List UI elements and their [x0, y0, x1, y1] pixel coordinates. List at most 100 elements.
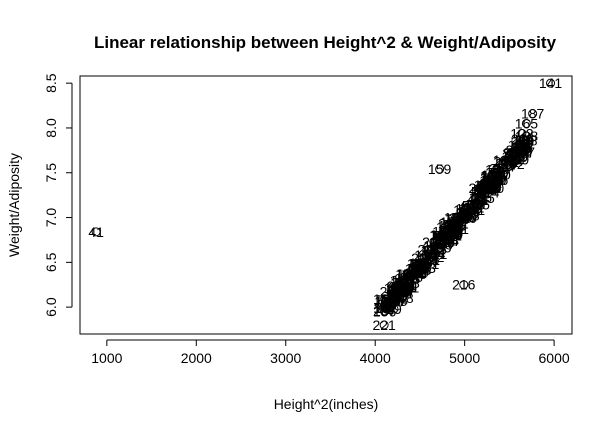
cluster-point	[393, 281, 403, 291]
cluster-point-label: 2	[481, 174, 489, 190]
cluster-point	[404, 280, 414, 290]
cluster-point-label: 148	[429, 237, 453, 253]
cluster-point	[414, 259, 424, 269]
cluster-point	[451, 217, 461, 227]
cluster-point-label: 144	[397, 266, 421, 282]
chart-title: Linear relationship between Height^2 & W…	[94, 33, 557, 52]
y-tick-label: 8.0	[43, 118, 59, 138]
outlier-point	[546, 78, 556, 88]
cluster-point-label: 103	[397, 271, 421, 287]
y-tick-label: 6.5	[43, 252, 59, 272]
cluster-point-label: 215	[471, 190, 495, 206]
cluster-point-label: 168	[392, 272, 416, 288]
y-axis: 6.0 6.5 7.0 7.5 8.0 8.5	[43, 73, 73, 317]
outlier-point	[397, 293, 407, 303]
cluster-point-label: 49	[468, 191, 484, 207]
cluster-point	[478, 193, 488, 203]
cluster-point-label: 185	[474, 177, 498, 193]
cluster-point-label: 4	[476, 185, 484, 201]
cluster-point-label: 32	[516, 142, 532, 158]
cluster-point	[462, 204, 472, 214]
cluster-point	[512, 155, 522, 165]
cluster-point-label: 238	[408, 262, 432, 278]
cluster-point-label: 47	[473, 180, 489, 196]
cluster-point-label: 74	[379, 301, 395, 317]
y-tick-label: 8.5	[43, 73, 59, 93]
cluster-point-label: 112	[462, 200, 485, 216]
cluster-point-label: 135	[414, 247, 438, 263]
cluster-point-label: 182	[429, 227, 453, 243]
outlier-point	[91, 227, 101, 237]
point-label: 159	[428, 161, 452, 177]
cluster-point	[421, 250, 431, 260]
cluster-point	[380, 306, 390, 316]
x-tick-label: 2000	[181, 350, 212, 366]
cluster-point	[381, 295, 391, 305]
outlier-point	[389, 304, 399, 314]
cluster-point	[403, 269, 413, 279]
cluster-point	[492, 163, 502, 173]
cluster-point-label: 54	[508, 153, 524, 169]
cluster-point	[475, 193, 485, 203]
point-label: 165	[515, 115, 539, 131]
cluster-point-label: 32	[445, 226, 461, 242]
cluster-point	[447, 223, 457, 233]
cluster-point-label: 219	[485, 165, 509, 181]
cluster-point	[404, 274, 414, 284]
cluster-point-label: 201	[493, 154, 517, 170]
point-label: 248	[390, 290, 414, 306]
cluster-point	[452, 219, 462, 229]
y-axis-label: Weight/Adiposity	[6, 153, 22, 257]
outlier-point	[521, 118, 531, 128]
outlier-point	[517, 128, 527, 138]
x-axis: 1000 2000 3000 4000 5000 6000	[91, 339, 570, 366]
outlier-point	[379, 320, 389, 330]
cluster-point-label: 203	[453, 209, 477, 225]
y-tick-label: 7.0	[43, 208, 59, 228]
cluster-point-label: 5	[462, 198, 470, 214]
cluster-point	[415, 264, 425, 274]
point-label: 221	[372, 317, 396, 333]
cluster-point-label: 105	[445, 210, 469, 226]
cluster-point	[498, 169, 508, 179]
cluster-point	[446, 227, 456, 237]
cluster-point-label: 151	[446, 221, 470, 237]
cluster-point	[380, 300, 390, 310]
cluster-point	[436, 240, 446, 250]
cluster-point-label: 38	[411, 264, 427, 280]
cluster-point	[414, 267, 424, 277]
plot-area-frame	[79, 75, 573, 335]
cluster-point	[448, 229, 458, 239]
cluster-point-label: 174	[482, 167, 506, 183]
point-label: 141	[539, 75, 563, 91]
cluster-point	[446, 217, 456, 227]
data-points: 2912714819612540452432391384359398860601…	[88, 75, 562, 333]
point-label: 29	[386, 301, 402, 317]
cluster-point-label: 7	[382, 292, 390, 308]
cluster-point	[488, 170, 498, 180]
cluster-point	[398, 275, 408, 285]
cluster-point-label: 51	[473, 192, 489, 208]
cluster-point-label: 238	[440, 224, 464, 240]
cluster-point	[504, 161, 514, 171]
cluster-point-label: 172	[421, 249, 445, 265]
cluster-point-label: 30	[491, 172, 507, 188]
outlier-point	[459, 280, 469, 290]
cluster-point	[446, 229, 456, 239]
cluster-point-label: 10	[495, 166, 511, 182]
y-tick-label: 6.0	[43, 297, 59, 317]
cluster-point-label: 87	[484, 181, 500, 197]
cluster-point-label: 181	[480, 168, 504, 184]
x-tick-label: 5000	[449, 350, 480, 366]
cluster-point	[494, 175, 504, 185]
cluster-point-label: 4	[478, 182, 486, 198]
cluster-point	[437, 230, 447, 240]
point-label: 187	[521, 106, 545, 122]
cluster-point-label: 108	[375, 292, 399, 308]
cluster-point	[460, 213, 470, 223]
cluster-point	[380, 294, 390, 304]
cluster-point	[462, 208, 472, 218]
cluster-point	[399, 282, 409, 292]
x-tick-label: 3000	[270, 350, 301, 366]
cluster-point-label: 184	[440, 214, 464, 230]
